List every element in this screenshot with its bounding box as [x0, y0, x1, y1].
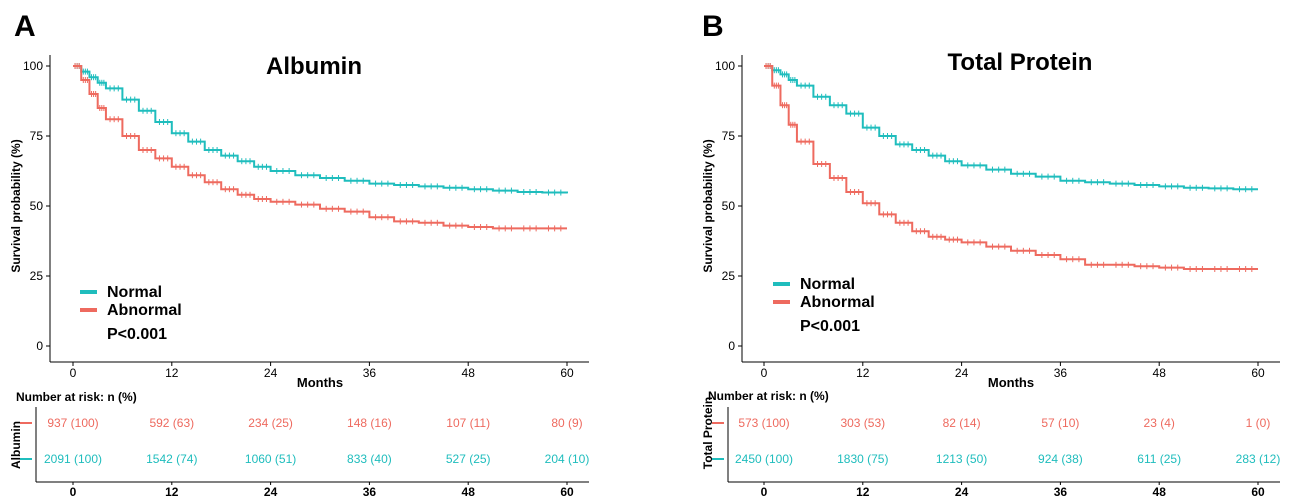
risk-table-cell: 57 (10) [1041, 416, 1079, 430]
risk-x-tick-label: 24 [264, 485, 278, 499]
risk-x-tick-label: 36 [363, 485, 377, 499]
risk-table-cell: 1060 (51) [245, 452, 296, 466]
risk-x-tick-label: 36 [1054, 485, 1068, 499]
survival-curve-normal [764, 65, 1258, 191]
x-tick-label: 0 [70, 366, 77, 380]
x-tick-label: 24 [264, 366, 278, 380]
y-axis-label: Survival probability (%) [701, 139, 715, 272]
x-tick-label: 48 [1153, 366, 1167, 380]
risk-table-cell: 1830 (75) [837, 452, 888, 466]
risk-table-cell: 204 (10) [545, 452, 590, 466]
risk-table-cell: 2091 (100) [44, 452, 102, 466]
risk-table-cell: 611 (25) [1137, 452, 1181, 466]
x-tick-label: 60 [1251, 366, 1265, 380]
risk-table-cell: 80 (9) [551, 416, 582, 430]
panel-label: A [14, 10, 36, 43]
risk-x-tick-label: 60 [1251, 485, 1265, 499]
risk-table-cell: 527 (25) [446, 452, 491, 466]
panel-b: B Total Protein 0 25 50 75 100 0 12 24 36 48 60 Month… [701, 10, 1280, 499]
risk-table-cell: 924 (38) [1038, 452, 1083, 466]
risk-x-tick-label: 0 [761, 485, 768, 499]
risk-table-cell: 148 (16) [347, 416, 392, 430]
y-tick-label: 100 [715, 59, 735, 73]
x-tick-label: 36 [363, 366, 377, 380]
risk-x-tick-label: 48 [462, 485, 476, 499]
series-normal [764, 63, 1258, 193]
y-tick-label: 0 [36, 339, 43, 353]
y-tick-label: 0 [728, 339, 735, 353]
series-abnormal [73, 63, 567, 232]
chart-title: Total Protein [948, 49, 1093, 76]
risk-table-cell: 833 (40) [347, 452, 392, 466]
risk-table-cell: 1213 (50) [936, 452, 987, 466]
risk-table-cell: 23 (4) [1144, 416, 1175, 430]
y-tick-label: 100 [23, 59, 43, 73]
x-tick-label: 12 [856, 366, 870, 380]
series-abnormal [764, 63, 1258, 272]
legend-label-normal: Normal [107, 284, 162, 301]
y-tick-label: 25 [722, 269, 736, 283]
risk-table-strata-label: Albumin [9, 421, 23, 469]
y-tick-label: 50 [30, 199, 44, 213]
survival-curve-abnormal [764, 65, 1258, 270]
legend-label-abnormal: Abnormal [107, 302, 182, 319]
x-axis-label: Months [297, 375, 343, 390]
x-tick-label: 60 [560, 366, 574, 380]
x-tick-label: 36 [1054, 366, 1068, 380]
x-tick-label: 12 [165, 366, 179, 380]
risk-table-cell: 592 (63) [149, 416, 194, 430]
risk-table-cell: 82 (14) [943, 416, 981, 430]
legend-label-abnormal: Abnormal [800, 294, 875, 311]
y-tick-label: 75 [30, 129, 44, 143]
risk-table-cell: 234 (25) [248, 416, 293, 430]
risk-table-strata-label: Total Protein [701, 397, 715, 469]
chart-title: Albumin [266, 53, 362, 80]
series-normal [73, 63, 568, 196]
risk-table-cell: 573 (100) [738, 416, 789, 430]
risk-table-cell: 283 (12) [1236, 452, 1281, 466]
risk-x-tick-label: 60 [560, 485, 574, 499]
y-tick-label: 50 [722, 199, 736, 213]
x-axis-label: Months [988, 375, 1034, 390]
panel-label: B [702, 10, 724, 43]
risk-x-tick-label: 0 [70, 485, 77, 499]
risk-x-tick-label: 24 [955, 485, 969, 499]
risk-table-cell: 107 (11) [446, 416, 490, 430]
risk-table-heading: Number at risk: n (%) [16, 390, 137, 404]
risk-table-cell: 937 (100) [47, 416, 98, 430]
survival-curve-normal [73, 65, 568, 194]
y-tick-label: 75 [722, 129, 736, 143]
risk-table-cell: 1 (0) [1246, 416, 1271, 430]
x-tick-label: 0 [761, 366, 768, 380]
risk-table-heading: Number at risk: n (%) [708, 389, 829, 403]
risk-x-tick-label: 12 [165, 485, 179, 499]
y-axis-label: Survival probability (%) [9, 139, 23, 272]
risk-x-tick-label: 12 [856, 485, 870, 499]
risk-x-tick-label: 48 [1153, 485, 1167, 499]
x-tick-label: 48 [462, 366, 476, 380]
risk-table-cell: 303 (53) [840, 416, 885, 430]
legend-label-normal: Normal [800, 276, 855, 293]
y-tick-label: 25 [30, 269, 44, 283]
risk-table-cell: 1542 (74) [146, 452, 197, 466]
x-tick-label: 24 [955, 366, 969, 380]
p-value: P<0.001 [800, 318, 860, 335]
risk-table-cell: 2450 (100) [735, 452, 793, 466]
panel-a: A Albumin 0 25 50 75 100 0 12 24 36 48 60 Months Survi… [9, 10, 589, 499]
p-value: P<0.001 [107, 326, 167, 343]
